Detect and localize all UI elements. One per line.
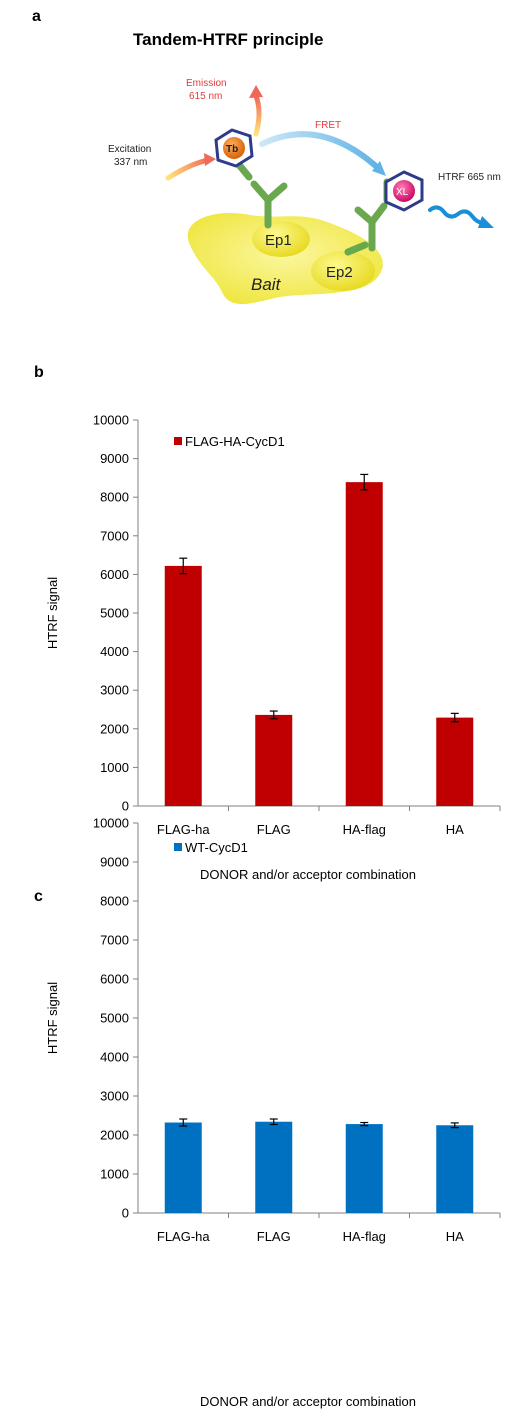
- bait-label: Bait: [251, 275, 282, 294]
- y-tick-label: 5000: [100, 606, 129, 621]
- y-tick-label: 6000: [100, 972, 129, 987]
- excitation-value: 337 nm: [114, 157, 147, 168]
- panel-label-c: c: [34, 888, 43, 905]
- y-tick-label: 3000: [100, 1089, 129, 1104]
- diagram-title: Tandem-HTRF principle: [133, 30, 324, 49]
- bar: [345, 1124, 383, 1213]
- y-tick-label: 0: [122, 799, 129, 814]
- emission-arrow: [253, 93, 262, 137]
- x-tick-label: FLAG: [257, 822, 291, 837]
- y-tick-label: 2000: [100, 721, 129, 736]
- ep2-label: Ep2: [326, 264, 353, 281]
- ep1-shape: [252, 221, 310, 257]
- donor-circle: [223, 137, 245, 159]
- emission-label: Emission: [186, 78, 227, 89]
- donor-label: Tb: [226, 144, 238, 155]
- x-tick-label: FLAG-ha: [157, 822, 211, 837]
- y-tick-label: 0: [122, 1206, 129, 1221]
- legend-swatch: [174, 843, 182, 851]
- y-tick-label: 7000: [100, 933, 129, 948]
- y-tick-label: 8000: [100, 490, 129, 505]
- bar: [436, 1125, 474, 1213]
- y-tick-label: 2000: [100, 1128, 129, 1143]
- emission-value: 615 nm: [189, 91, 222, 102]
- chart-wt-cycd1: 0 1000 2000 3000 4000 5000 6000 7000 8000 9000 100…: [45, 816, 501, 1409]
- y-axis-title: HTRF signal: [45, 982, 60, 1054]
- bar: [164, 1122, 202, 1213]
- x-axis-title: DONOR and/or acceptor combination: [200, 867, 416, 882]
- x-tick-label: FLAG: [257, 1229, 291, 1244]
- acceptor-label: XL: [396, 187, 409, 198]
- x-tick-label: HA-flag: [343, 1229, 386, 1244]
- x-tick-label: HA-flag: [343, 822, 386, 837]
- y-tick-label: 5000: [100, 1011, 129, 1026]
- y-tick-label: 4000: [100, 644, 129, 659]
- legend-label: WT-CycD1: [185, 840, 248, 855]
- acceptor-circle: [393, 180, 415, 202]
- bar: [345, 482, 383, 806]
- y-tick-label: 8000: [100, 894, 129, 909]
- legend-label: FLAG-HA-CycD1: [185, 434, 285, 449]
- y-tick-label: 9000: [100, 855, 129, 870]
- x-axis-title: DONOR and/or acceptor combination: [200, 1394, 416, 1409]
- tandem-htrf-diagram: Ep1 Ep2 Bait Tb XL Excitation 337 nm Emi…: [108, 78, 501, 304]
- excitation-arrow: [165, 157, 211, 181]
- ep2-shape: [311, 251, 375, 291]
- y-tick-label: 6000: [100, 567, 129, 582]
- y-tick-label: 10000: [93, 413, 129, 428]
- bar: [436, 717, 474, 806]
- x-tick-label: FLAG-ha: [157, 1229, 211, 1244]
- legend-swatch: [174, 437, 182, 445]
- ep1-label: Ep1: [265, 232, 292, 249]
- bar: [164, 565, 202, 806]
- y-tick-label: 1000: [100, 760, 129, 775]
- htrf-label: HTRF 665 nm: [438, 172, 501, 183]
- y-tick-label: 4000: [100, 1050, 129, 1065]
- x-tick-label: HA: [446, 1229, 464, 1244]
- excitation-label: Excitation: [108, 144, 151, 155]
- bar: [255, 714, 293, 806]
- y-tick-label: 9000: [100, 451, 129, 466]
- panel-label-a: a: [32, 8, 41, 25]
- y-tick-label: 3000: [100, 683, 129, 698]
- chart-flag-ha-cycd1: 0 1000 2000 3000 4000 5000 6000 7000 8000 9000 100…: [45, 413, 501, 882]
- htrf-wave: [428, 205, 486, 225]
- bar: [255, 1121, 293, 1213]
- y-axis-title: HTRF signal: [45, 577, 60, 649]
- panel-label-b: b: [34, 364, 44, 381]
- y-tick-label: 7000: [100, 528, 129, 543]
- fret-arrow: [259, 131, 381, 171]
- y-tick-label: 10000: [93, 816, 129, 831]
- x-tick-label: HA: [446, 822, 464, 837]
- y-tick-label: 1000: [100, 1167, 129, 1182]
- donor-antibody: [236, 162, 288, 229]
- fret-label: FRET: [315, 120, 341, 131]
